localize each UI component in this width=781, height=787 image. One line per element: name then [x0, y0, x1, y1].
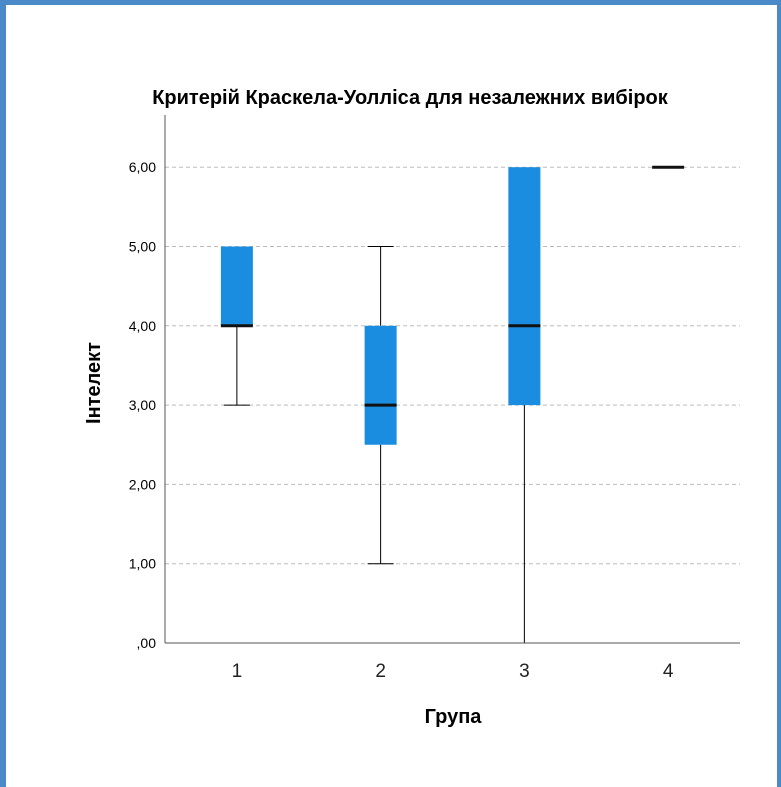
y-tick-label: 6,00	[129, 159, 156, 175]
box-group	[220, 246, 253, 406]
y-tick-label: 2,00	[129, 476, 156, 492]
y-tick-label: 4,00	[129, 318, 156, 334]
x-tick-label: 3	[519, 661, 530, 682]
x-axis-title: Група	[425, 706, 483, 728]
y-axis-ticks: ,00 1,00 2,00 3,00 4,00 5,00 6,00	[129, 159, 156, 651]
y-axis-title: Інтелект	[83, 342, 105, 424]
y-tick-label: 3,00	[129, 397, 156, 413]
box-iqr	[508, 167, 541, 406]
box-group	[508, 167, 541, 644]
x-tick-label: 4	[663, 661, 674, 682]
box-iqr	[364, 325, 397, 445]
y-tick-label: 1,00	[129, 556, 156, 572]
y-tick-label: 5,00	[129, 239, 156, 255]
chart-title: Критерій Краскела-Уолліса для незалежних…	[152, 87, 669, 109]
box-iqr	[220, 246, 253, 326]
box-group	[364, 246, 397, 565]
y-tick-label: ,00	[137, 635, 157, 651]
x-tick-label: 2	[375, 661, 386, 682]
x-tick-label: 1	[232, 661, 243, 682]
x-axis-ticks: 1 2 3 4	[232, 661, 674, 682]
box-series	[220, 165, 685, 644]
grid-lines	[165, 166, 740, 565]
